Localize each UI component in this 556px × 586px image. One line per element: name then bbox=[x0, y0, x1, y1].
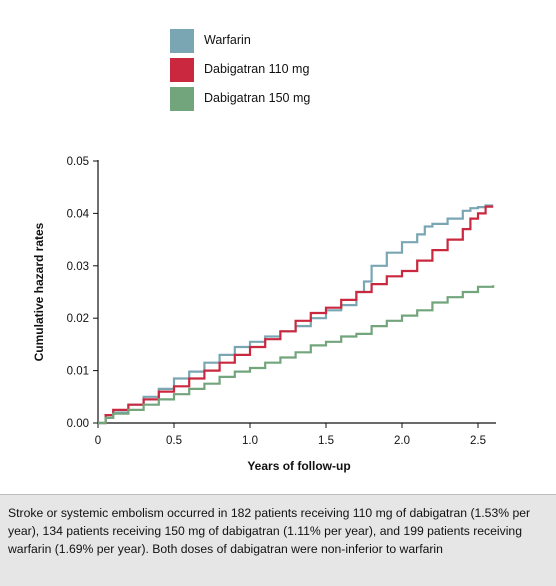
x-tick-label: 0.5 bbox=[166, 435, 182, 447]
x-tick-label: 2.0 bbox=[394, 435, 410, 447]
x-tick-label: 1.0 bbox=[242, 435, 258, 447]
legend-swatch-dabigatran-150 bbox=[170, 87, 194, 111]
x-axis-label: Years of follow-up bbox=[247, 459, 350, 473]
chart-area: Warfarin Dabigatran 110 mg Dabigatran 15… bbox=[32, 29, 496, 473]
series-line-warfarin bbox=[98, 204, 494, 425]
series-group bbox=[98, 204, 495, 425]
legend-swatch-dabigatran-110 bbox=[170, 58, 194, 82]
y-tick-label: 0.02 bbox=[67, 313, 89, 325]
x-tick-label: 1.5 bbox=[318, 435, 334, 447]
legend-swatch-warfarin bbox=[170, 29, 194, 53]
y-axis-label: Cumulative hazard rates bbox=[32, 222, 46, 361]
caption-text: Stroke or systemic embolism occurred in … bbox=[8, 506, 531, 556]
legend-label-dabigatran-150: Dabigatran 150 mg bbox=[204, 91, 311, 105]
y-tick-label: 0.01 bbox=[67, 366, 89, 378]
series-line-dabigatran-150-mg bbox=[98, 285, 495, 425]
axes-group: 0.00 0.01 0.02 0.03 0.04 0.05 0 0.5 1.0 1.5 2.0 2.5 bbox=[67, 156, 496, 447]
x-tick-label: 0 bbox=[95, 435, 101, 447]
legend-label-warfarin: Warfarin bbox=[204, 33, 251, 47]
x-tick-label: 2.5 bbox=[470, 435, 486, 447]
legend-label-dabigatran-110: Dabigatran 110 mg bbox=[204, 62, 310, 76]
y-tick-label: 0.04 bbox=[67, 208, 90, 220]
y-tick-label: 0.05 bbox=[67, 156, 89, 168]
caption-box: Stroke or systemic embolism occurred in … bbox=[0, 494, 556, 586]
y-tick-label: 0.03 bbox=[67, 261, 89, 273]
y-tick-label: 0.00 bbox=[67, 418, 89, 430]
hazard-chart: 0.00 0.01 0.02 0.03 0.04 0.05 0 0.5 1.0 1.5 2.0 2.5… bbox=[32, 156, 496, 473]
series-line-dabigatran-110-mg bbox=[98, 205, 494, 425]
